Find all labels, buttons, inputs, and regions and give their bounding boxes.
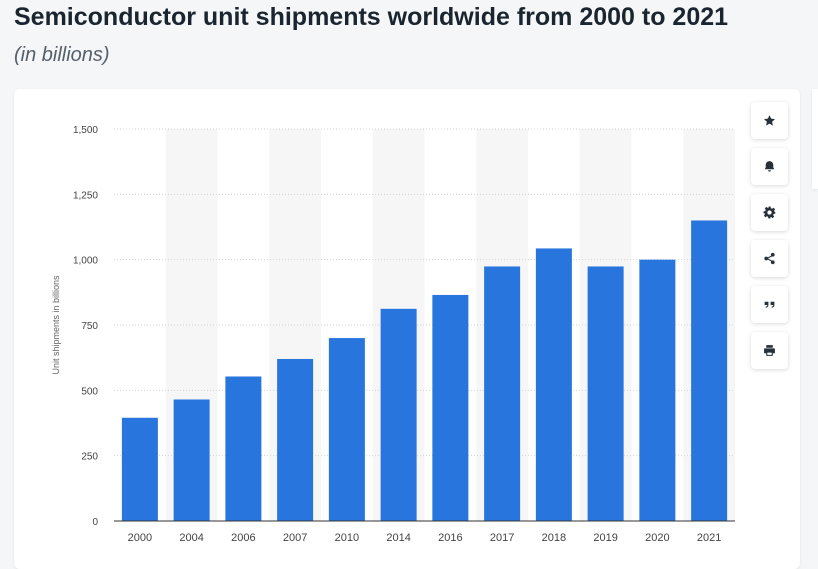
x-tick-label: 2018: [542, 532, 566, 544]
bar: [225, 376, 262, 521]
y-tick-label: 250: [81, 452, 98, 463]
x-tick-label: 2016: [438, 532, 462, 544]
y-axis-label: Unit shipments in billions: [51, 275, 61, 375]
settings-button[interactable]: [751, 194, 788, 231]
y-tick-label: 0: [92, 517, 98, 528]
bar: [639, 259, 676, 521]
bar: [277, 358, 314, 521]
share-button[interactable]: [751, 240, 788, 277]
x-tick-label: 2004: [179, 532, 203, 544]
bar-chart: 0 250 500 750 1,000 1,250 1,500 2000 2004 2006 200…: [51, 125, 735, 544]
quote-icon: [764, 301, 775, 308]
share-icon: [764, 252, 775, 265]
bar: [691, 220, 728, 521]
print-icon: [764, 345, 775, 356]
x-tick-label: 2019: [593, 532, 617, 544]
notification-button[interactable]: [751, 148, 788, 185]
page-subtitle: (in billions): [14, 44, 110, 66]
bar: [432, 294, 469, 521]
star-icon: [763, 115, 776, 126]
x-tick-label: 2006: [231, 532, 255, 544]
print-button[interactable]: [751, 332, 788, 369]
bar: [380, 308, 417, 521]
y-tick-label: 500: [81, 386, 98, 397]
gear-icon: [763, 206, 776, 219]
bar: [587, 266, 624, 521]
page-title: Semiconductor unit shipments worldwide f…: [14, 3, 729, 31]
x-tick-label: 2014: [386, 532, 410, 544]
adjacent-panel-edge: [812, 89, 818, 189]
y-tick-label: 750: [81, 321, 98, 332]
x-tick-label: 2020: [645, 532, 669, 544]
favorite-button[interactable]: [751, 102, 788, 139]
chart-toolbar: [751, 102, 789, 378]
y-tick-label: 1,250: [73, 190, 98, 201]
bar: [535, 248, 572, 522]
x-tick-label: 2000: [128, 532, 152, 544]
x-tick-label: 2007: [283, 532, 307, 544]
chart-card: 0 250 500 750 1,000 1,250 1,500 2000 2004 2006 200…: [14, 89, 800, 569]
bar: [173, 399, 210, 521]
x-tick-label: 2010: [335, 532, 359, 544]
x-tick-label: 2021: [697, 532, 721, 544]
cite-button[interactable]: [751, 286, 788, 323]
x-tick-label: 2017: [490, 532, 514, 544]
y-tick-label: 1,500: [73, 125, 98, 136]
bar: [121, 417, 158, 521]
y-tick-label: 1,000: [73, 256, 98, 267]
bell-icon: [764, 161, 775, 172]
bar: [484, 266, 521, 521]
bar: [328, 338, 365, 521]
